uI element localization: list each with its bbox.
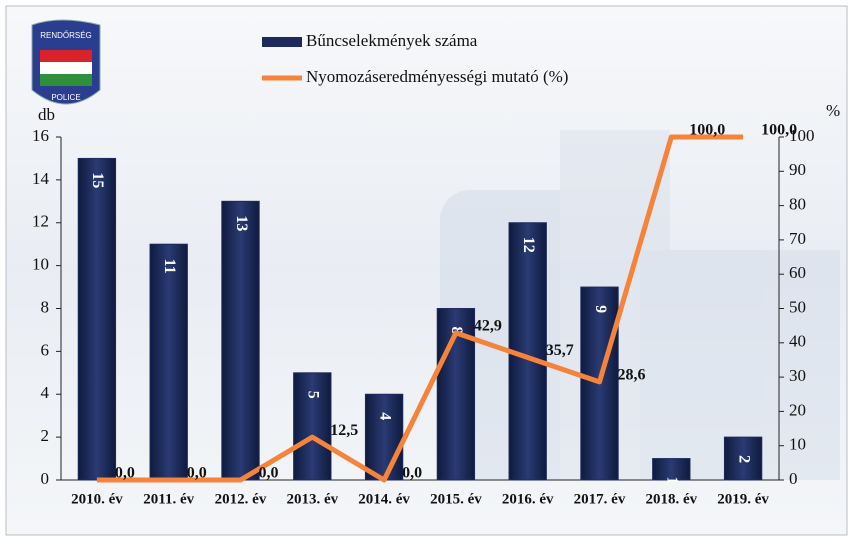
x-tick-label: 2014. év xyxy=(358,491,410,507)
y-tick-label: 16 xyxy=(32,126,49,145)
x-tick-label: 2016. év xyxy=(502,491,554,507)
line-value-label: 0,0 xyxy=(187,465,207,482)
line xyxy=(96,134,744,483)
y2-axis-label: % xyxy=(826,101,840,120)
line-value-label: 100,0 xyxy=(761,122,797,139)
bar xyxy=(77,157,117,481)
x-tick-label: 2018. év xyxy=(645,491,697,507)
x-tick-label: 2015. év xyxy=(430,491,482,507)
y2-tick-label: 30 xyxy=(789,366,806,385)
y-tick-label: 12 xyxy=(32,212,49,231)
bar-value-label: 1 xyxy=(664,477,681,485)
x-tick-label: 2017. év xyxy=(574,491,626,507)
x-tick-label: 2019. év xyxy=(717,491,769,507)
legend-label: Bűncselekmények száma xyxy=(306,31,478,50)
bar-value-label: 9 xyxy=(592,305,609,313)
line-value-label: 0,0 xyxy=(402,465,422,482)
bar-value-label: 15 xyxy=(89,172,106,188)
chart-frame xyxy=(5,5,848,536)
line-value-label: 12,5 xyxy=(330,422,358,439)
x-tick-label: 2011. év xyxy=(143,491,194,507)
y2-tick-label: 60 xyxy=(789,263,806,282)
bar xyxy=(293,372,332,481)
x-tick-label: 2012. év xyxy=(215,491,267,507)
y2-tick-label: 10 xyxy=(789,435,806,454)
y-tick-label: 0 xyxy=(41,469,50,488)
bar xyxy=(723,436,763,481)
bar xyxy=(149,243,188,481)
line-value-label: 100,0 xyxy=(689,122,725,139)
y2-tick-label: 20 xyxy=(789,400,806,419)
bar-value-label: 4 xyxy=(376,412,393,420)
y-tick-label: 4 xyxy=(41,383,50,402)
y-tick-label: 10 xyxy=(32,255,49,274)
x-tick-label: 2010. év xyxy=(71,491,123,507)
bar xyxy=(221,200,260,481)
bar xyxy=(364,393,404,481)
y2-tick-label: 70 xyxy=(789,229,806,248)
y2-tick-label: 40 xyxy=(789,332,806,351)
bar-value-label: 11 xyxy=(161,259,178,274)
y2-tick-label: 80 xyxy=(789,195,806,214)
line-value-label: 0,0 xyxy=(259,465,279,482)
y-axis-label: db xyxy=(38,105,55,124)
police-logo: RENDŐRSÉG POLICE xyxy=(31,19,101,105)
logo-text: RENDŐRSÉG xyxy=(40,31,92,40)
legend-label: Nyomozáseredményességi mutató (%) xyxy=(306,67,568,86)
y-tick-label: 2 xyxy=(41,426,50,445)
line-value-label: 42,9 xyxy=(474,318,502,335)
logo-text: POLICE xyxy=(51,93,80,102)
y2-tick-label: 0 xyxy=(789,469,798,488)
y-tick-label: 14 xyxy=(32,169,50,188)
line-value-label: 0,0 xyxy=(115,465,135,482)
bar-value-label: 12 xyxy=(520,237,537,253)
line-value-label: 35,7 xyxy=(546,342,574,359)
bar xyxy=(652,458,691,481)
y-tick-label: 6 xyxy=(41,340,50,359)
bar-value-label: 5 xyxy=(305,391,322,399)
bar-value-label: 13 xyxy=(233,215,250,231)
y-tick-label: 8 xyxy=(41,297,50,316)
y2-tick-label: 90 xyxy=(789,160,806,179)
line-value-label: 28,6 xyxy=(618,367,646,384)
legend-swatch xyxy=(262,37,302,47)
y2-tick-label: 50 xyxy=(789,297,806,316)
y2-tick-label: 100 xyxy=(789,126,815,145)
x-tick-label: 2013. év xyxy=(286,491,338,507)
bar-value-label: 2 xyxy=(735,455,752,463)
